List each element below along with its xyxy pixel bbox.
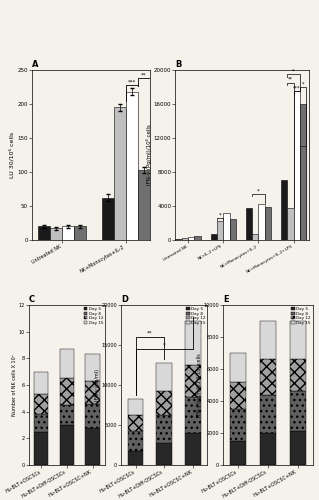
Bar	[290, 432, 306, 465]
Legend: Day 5, Day 8, Day 12, Day 15: Day 5, Day 8, Day 12, Day 15	[186, 307, 205, 325]
Y-axis label: IFN-γ (pg/ml): IFN-γ (pg/ml)	[95, 369, 100, 401]
Text: *: *	[163, 342, 166, 347]
Bar	[175, 239, 182, 240]
Bar	[34, 372, 48, 394]
Bar	[188, 236, 195, 240]
Bar	[300, 146, 306, 240]
Bar	[230, 441, 246, 465]
Bar	[258, 204, 265, 240]
Y-axis label: Number of NK cells X 10⁴: Number of NK cells X 10⁴	[12, 354, 17, 416]
Bar	[265, 207, 271, 240]
Bar	[34, 414, 48, 432]
Bar	[182, 238, 188, 240]
Bar	[34, 432, 48, 465]
Legend: Day 5, Day 8, Day 12, Day 15: Day 5, Day 8, Day 12, Day 15	[292, 307, 310, 325]
Bar	[185, 397, 201, 433]
Bar	[60, 378, 74, 405]
Text: *: *	[302, 81, 304, 86]
Text: ***: ***	[293, 86, 300, 90]
Bar	[102, 198, 114, 240]
Bar	[287, 208, 293, 240]
Text: A: A	[32, 60, 38, 69]
Legend: Day 5, Day 8, Day 12, Day 15: Day 5, Day 8, Day 12, Day 15	[84, 307, 103, 325]
Bar	[246, 208, 252, 240]
Bar	[38, 226, 50, 240]
Bar	[290, 392, 306, 432]
Bar	[50, 228, 62, 240]
Bar	[85, 404, 100, 427]
Bar	[74, 226, 86, 240]
Bar	[260, 394, 276, 433]
Bar	[293, 91, 300, 240]
Bar	[290, 321, 306, 360]
Text: **: **	[147, 330, 153, 336]
Bar	[126, 92, 138, 240]
Bar	[34, 394, 48, 414]
Bar	[230, 219, 236, 240]
Bar	[85, 428, 100, 465]
Bar	[230, 409, 246, 441]
Bar	[260, 433, 276, 465]
Bar	[156, 362, 172, 390]
Bar	[195, 236, 201, 240]
Bar	[60, 349, 74, 378]
Bar	[128, 416, 144, 432]
Bar	[138, 170, 150, 240]
Text: ***: ***	[128, 80, 136, 84]
Bar	[156, 442, 172, 465]
Bar	[85, 381, 100, 404]
Bar	[128, 400, 144, 415]
Bar	[281, 180, 287, 240]
Text: D: D	[121, 295, 128, 304]
Bar	[252, 234, 258, 240]
Text: B: B	[175, 60, 182, 69]
Bar	[223, 213, 230, 240]
Text: *: *	[292, 68, 295, 73]
Bar	[128, 452, 144, 465]
Text: E: E	[223, 295, 229, 304]
Bar	[185, 365, 201, 397]
Bar	[185, 433, 201, 465]
Text: **: **	[141, 72, 147, 78]
Bar	[156, 390, 172, 414]
Bar	[114, 108, 126, 240]
Bar	[230, 353, 246, 382]
Bar	[60, 425, 74, 465]
Text: *: *	[219, 212, 221, 217]
Bar	[211, 234, 217, 240]
Y-axis label: LU 30/10⁶ cells: LU 30/10⁶ cells	[9, 132, 14, 178]
Bar	[300, 104, 306, 240]
Y-axis label: IFN-γ (pg/ml)/1 X 10⁶ cells: IFN-γ (pg/ml)/1 X 10⁶ cells	[197, 353, 202, 417]
Bar	[260, 360, 276, 394]
Text: *: *	[257, 188, 260, 193]
Bar	[85, 354, 100, 381]
Bar	[128, 432, 144, 452]
Bar	[60, 405, 74, 425]
Bar	[290, 360, 306, 392]
Bar	[230, 382, 246, 409]
Text: **: **	[288, 77, 293, 82]
Y-axis label: IFN-γ (Pg/ml)/10⁶ cells: IFN-γ (Pg/ml)/10⁶ cells	[146, 124, 152, 186]
Text: C: C	[29, 295, 35, 304]
Bar	[185, 321, 201, 365]
Bar	[156, 414, 172, 442]
Bar	[217, 222, 223, 240]
Bar	[260, 321, 276, 360]
Bar	[62, 226, 74, 240]
